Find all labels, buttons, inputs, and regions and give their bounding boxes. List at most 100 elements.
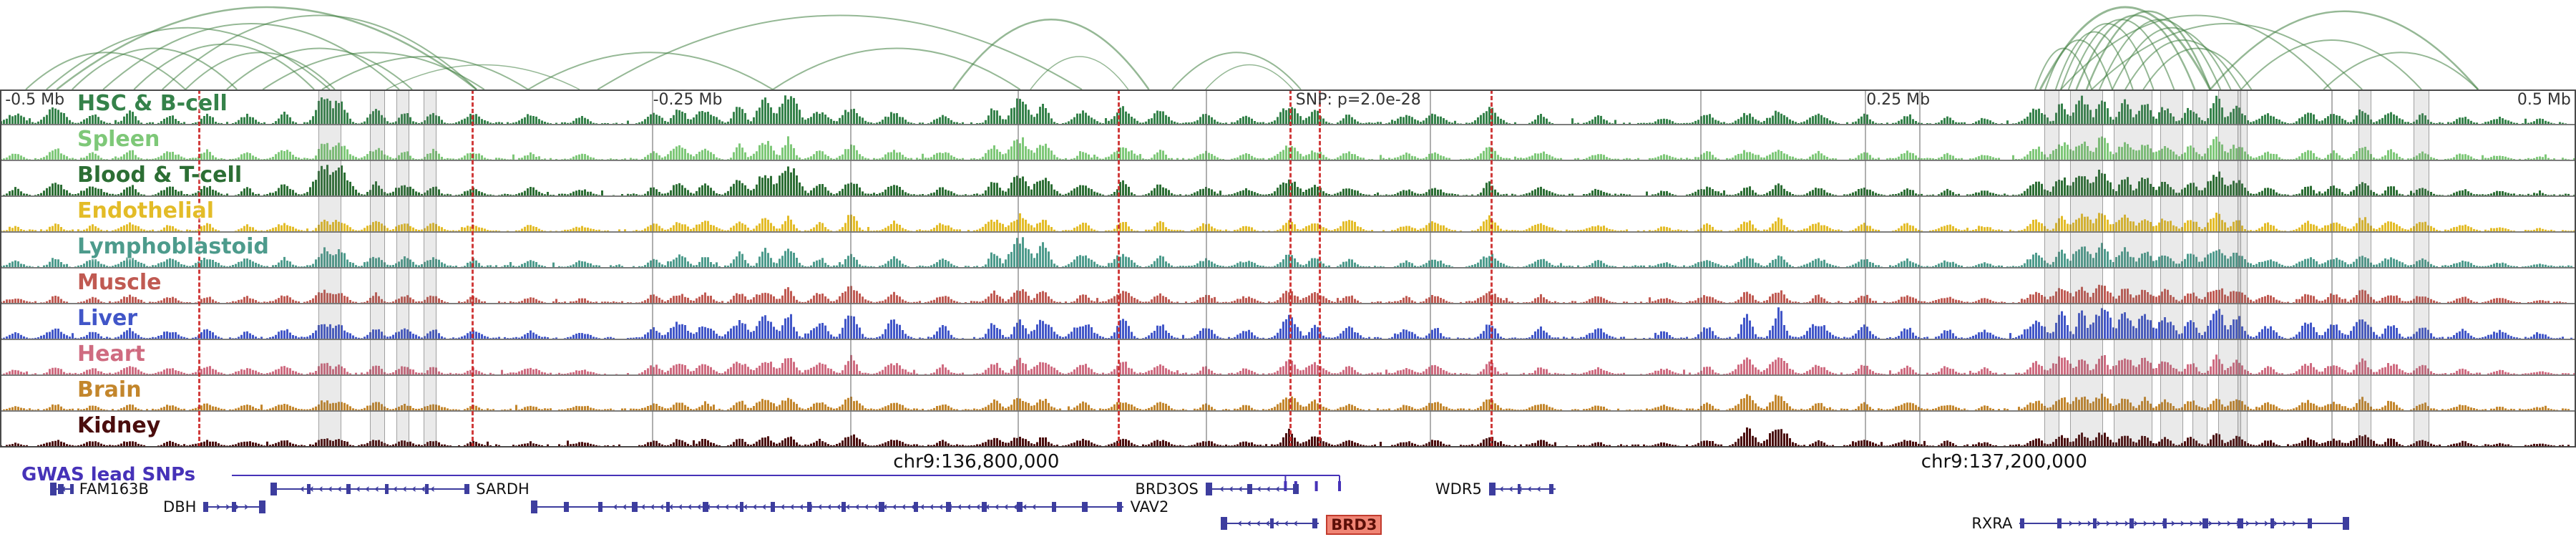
gwas-lead-snps-label: GWAS lead SNPs [21,464,196,485]
signal-bars [0,307,2572,339]
interaction-arc [226,47,413,90]
exon [425,484,429,494]
strand-arrows: ‹‹‹‹‹‹‹‹‹‹‹‹‹‹‹ [300,482,440,496]
axis-label-0-5-mb: -0.5 Mb [5,91,65,109]
exon [232,502,236,512]
exon [2343,518,2348,528]
interaction-arc [1030,56,1129,90]
gene-brd3: ‹‹‹‹‹‹‹ [1221,516,1319,531]
gene-terminal-exon [2343,517,2350,530]
interaction-arc [952,19,1150,90]
exon [1293,484,1299,494]
track-row-muscle: Muscle [0,268,2576,304]
exon [1205,484,1210,494]
interaction-arc [46,26,331,90]
interaction-arc [2091,23,2363,90]
exon [203,502,209,512]
exon [50,484,56,494]
exon [1117,502,1123,512]
exon [2162,518,2167,528]
track-row-brain: Brain [0,376,2576,412]
exon [1491,484,1495,494]
interaction-arc [133,43,315,90]
interaction-arc [162,14,477,90]
gene-terminal-exon [1205,483,1212,495]
interaction-arc [386,64,580,90]
track-signal-muscle [0,284,2567,303]
lead-snp-tick [1294,481,1297,491]
exon [2238,518,2244,528]
gwas-lead-snps-connector [232,475,1341,491]
track-label-hsc-b-cell: HSC & B-cell [77,91,228,116]
exon [2020,518,2024,528]
interaction-arcs-track [25,6,2479,90]
gene-body-line [50,488,72,490]
exon [2270,518,2274,528]
gene-label-vav2: VAV2 [1130,498,1169,516]
gene-body-line [1221,523,1319,524]
exon [270,484,275,494]
exon [740,502,743,512]
axis-label-0-25-mb: 0.25 Mb [1866,91,1931,109]
track-row-lymphoblastoid: Lymphoblastoid [0,233,2576,268]
signal-bars [0,237,2572,267]
gene-terminal-exon [258,500,265,513]
track-label-lymphoblastoid: Lymphoblastoid [77,234,269,259]
exon [982,502,987,512]
track-row-spleen: Spleen [0,125,2576,161]
gene-vav2: ‹‹‹‹‹‹‹‹‹‹‹‹‹‹‹‹‹‹‹‹‹‹‹‹‹‹‹‹‹‹‹‹‹‹‹‹‹‹‹‹… [530,499,1123,515]
gene-body-line [1205,488,1299,490]
lead-snp-tick [1338,481,1341,491]
track-label-endothelial: Endothelial [77,198,215,223]
signal-bars [3,393,2570,410]
track-signal-lymphoblastoid [0,237,2572,267]
interaction-arc [56,6,477,90]
track-label-kidney: Kidney [77,413,161,438]
track-label-blood-t-cell: Blood & T-cell [77,163,243,188]
exon [946,502,952,512]
gene-body-line [2019,523,2350,524]
signal-bars [3,354,2575,374]
signal-tracks-panel: HSC & B-cell Spleen Blood & T-cell Endothel… [0,90,2576,448]
exon [564,502,570,512]
interaction-arc [2075,14,2196,90]
lead-snp-tick [1314,481,1318,491]
gene-label-brd3: BRD3 [1326,515,1382,535]
track-label-liver: Liver [77,306,138,331]
exon [2129,518,2135,528]
exon [2307,518,2313,528]
exon [464,484,469,494]
interaction-arc [25,52,186,90]
interaction-arc [527,52,774,90]
interaction-arc [72,47,238,90]
interaction-arc [2039,6,2212,90]
gene-body-line [530,506,1123,508]
track-label-brain: Brain [77,377,142,402]
exon [914,502,919,512]
gene-terminal-exon [50,483,57,495]
interaction-arc [2099,19,2222,90]
track-row-blood-t-cell: Blood & T-cell [0,161,2576,197]
interaction-arc [2323,52,2479,90]
exon [1517,484,1521,494]
exon [879,502,884,512]
signal-bars [0,136,2575,160]
interaction-arc [772,47,1021,90]
track-signal-hsc-b-cell [0,95,2567,124]
signal-bars [0,427,2570,446]
exon [1549,484,1554,494]
interaction-arc [2124,39,2242,90]
interaction-arc [1205,64,1294,90]
gene-label-brd3os: BRD3OS [1135,480,1199,498]
exon [58,484,64,494]
track-label-heart: Heart [77,342,145,367]
exon [2202,518,2208,528]
gene-terminal-exon [1221,517,1228,530]
track-signal-brain [3,393,2570,410]
gene-body-line [1488,488,1556,490]
interaction-arc [597,14,1083,90]
exon [1246,484,1252,494]
track-signal-heart [3,354,2575,374]
exon [666,502,670,512]
exon [384,484,389,494]
